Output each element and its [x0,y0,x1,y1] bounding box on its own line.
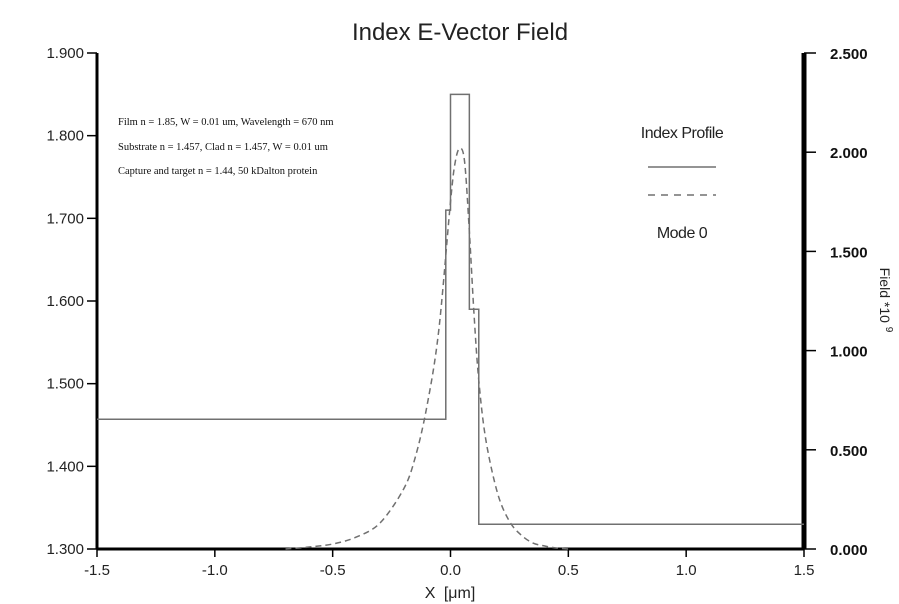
y-left-tick-label: 1.300 [46,541,84,558]
y-left-tick-label: 1.900 [46,45,84,62]
series-layer [97,93,804,550]
y-right-tick-label: 0.000 [830,542,868,559]
x-tick-label: -0.5 [320,562,346,579]
x-axis-label: X [μm] [425,585,476,602]
annotation-substrate: Substrate n = 1.457, Clad n = 1.457, W =… [118,142,328,153]
x-tick-label: 0.5 [558,562,579,579]
chart-title: Index E-Vector Field [352,19,568,46]
y-right-ticks: 0.000 0.500 1.000 1.500 2.000 2.500 [804,46,868,559]
x-tick-label: -1.5 [84,562,110,579]
y-left-tick-label: 1.800 [46,128,84,145]
y-left-tick-label: 1.500 [46,376,84,393]
x-tick-label: 1.0 [676,562,697,579]
legend-label-index-profile: Index Profile [641,125,724,142]
y-right-tick-label: 2.500 [830,46,868,63]
y-left-tick-label: 1.700 [46,210,84,227]
x-ticks: -1.5 -1.0 -0.5 0.0 0.5 1.0 1.5 [84,549,814,579]
x-tick-label: -1.0 [202,562,228,579]
y-right-axis-label: Field *10 9 [877,268,894,333]
x-axis-label-main: X [425,585,436,602]
series-line-mode-0 [285,147,569,550]
x-tick-label: 0.0 [440,562,461,579]
y-left-tick-label: 1.600 [46,293,84,310]
annotation-film: Film n = 1.85, W = 0.01 um, Wavelength =… [118,117,334,128]
y-left-tick-label: 1.400 [46,458,84,475]
y-right-tick-label: 1.500 [830,244,868,261]
y-right-axis-label-exp: 9 [883,327,894,333]
y-left-ticks: 1.300 1.400 1.500 1.600 1.700 1.800 1.900 [46,45,97,558]
annotation-capture: Capture and target n = 1.44, 50 kDalton … [118,166,318,177]
y-right-tick-label: 2.000 [830,145,868,162]
y-right-tick-label: 1.000 [830,344,868,361]
x-axis-label-unit: [μm] [444,585,475,602]
legend-label-mode-0: Mode 0 [657,225,708,242]
x-tick-label: 1.5 [794,562,815,579]
y-right-axis-label-main: Field *10 [877,268,893,323]
y-right-tick-label: 0.500 [830,443,868,460]
series-line-index-profile [97,93,804,525]
